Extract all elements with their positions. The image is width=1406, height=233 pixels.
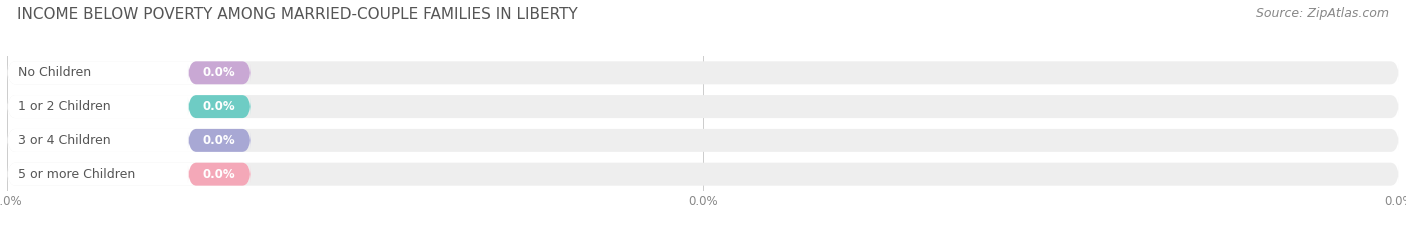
Text: 0.0%: 0.0% bbox=[202, 134, 236, 147]
FancyBboxPatch shape bbox=[188, 163, 250, 186]
Text: 0.0%: 0.0% bbox=[202, 100, 236, 113]
FancyBboxPatch shape bbox=[7, 129, 250, 152]
Text: Source: ZipAtlas.com: Source: ZipAtlas.com bbox=[1256, 7, 1389, 20]
FancyBboxPatch shape bbox=[7, 61, 1399, 84]
Text: 5 or more Children: 5 or more Children bbox=[18, 168, 135, 181]
FancyBboxPatch shape bbox=[7, 61, 250, 84]
Text: INCOME BELOW POVERTY AMONG MARRIED-COUPLE FAMILIES IN LIBERTY: INCOME BELOW POVERTY AMONG MARRIED-COUPL… bbox=[17, 7, 578, 22]
Text: 0.0%: 0.0% bbox=[202, 168, 236, 181]
FancyBboxPatch shape bbox=[188, 95, 250, 118]
Text: 3 or 4 Children: 3 or 4 Children bbox=[18, 134, 111, 147]
FancyBboxPatch shape bbox=[7, 163, 1399, 186]
FancyBboxPatch shape bbox=[7, 95, 250, 118]
FancyBboxPatch shape bbox=[7, 129, 1399, 152]
FancyBboxPatch shape bbox=[188, 61, 250, 84]
Text: 0.0%: 0.0% bbox=[202, 66, 236, 79]
FancyBboxPatch shape bbox=[7, 95, 1399, 118]
FancyBboxPatch shape bbox=[188, 129, 250, 152]
Text: No Children: No Children bbox=[18, 66, 91, 79]
FancyBboxPatch shape bbox=[7, 163, 250, 186]
Text: 1 or 2 Children: 1 or 2 Children bbox=[18, 100, 111, 113]
